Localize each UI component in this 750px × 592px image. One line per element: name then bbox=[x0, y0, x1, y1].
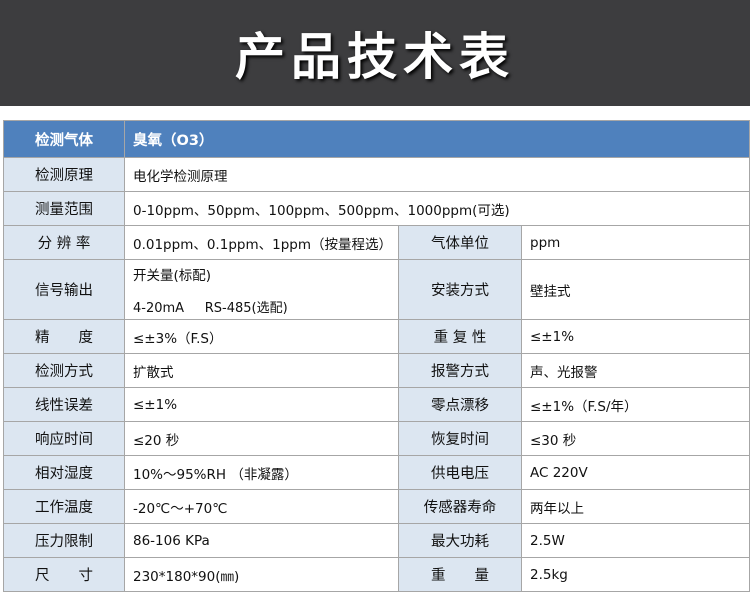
row-label: 检测原理 bbox=[3, 157, 125, 192]
spec-table: 检测气体 臭氧（O3） 检测原理 电化学检测原理 测量范围 0-10ppm、50… bbox=[3, 120, 750, 592]
row-label: 传感器寿命 bbox=[398, 489, 522, 524]
row-label: 压力限制 bbox=[3, 523, 125, 558]
table-row: 检测方式 扩散式 报警方式 声、光报警 bbox=[3, 353, 750, 388]
row-value: ≤±1%（F.S/年） bbox=[520, 387, 750, 422]
row-value: ≤±1% bbox=[520, 319, 750, 354]
table-row: 分 辨 率 0.01ppm、0.1ppm、1ppm（按量程选） 气体单位 ppm bbox=[3, 225, 750, 260]
row-value: 0-10ppm、50ppm、100ppm、500ppm、1000ppm(可选) bbox=[123, 191, 750, 226]
row-value: 10%～95%RH （非凝露） bbox=[124, 455, 399, 490]
table-row: 测量范围 0-10ppm、50ppm、100ppm、500ppm、1000ppm… bbox=[3, 191, 750, 226]
row-value: ≤±1% bbox=[124, 387, 399, 422]
row-value: AC 220V bbox=[520, 455, 750, 490]
signal-line-2: 4-20mA RS-485(选配) bbox=[133, 300, 288, 316]
row-value: 电化学检测原理 bbox=[123, 157, 750, 192]
row-label: 最大功耗 bbox=[398, 523, 522, 558]
title-banner: 产品技术表 bbox=[0, 0, 750, 106]
row-value: ≤20 秒 bbox=[124, 421, 399, 456]
table-row: 线性误差 ≤±1% 零点漂移 ≤±1%（F.S/年） bbox=[3, 387, 750, 422]
table-row: 相对湿度 10%～95%RH （非凝露） 供电电压 AC 220V bbox=[3, 455, 750, 490]
row-label: 安装方式 bbox=[398, 259, 522, 320]
row-label: 气体单位 bbox=[398, 225, 522, 260]
signal-line-1: 开关量(标配) bbox=[133, 267, 212, 284]
row-value: -20℃～+70℃ bbox=[124, 489, 399, 524]
row-label: 检测方式 bbox=[3, 353, 125, 388]
table-row: 信号输出 开关量(标配) 4-20mA RS-485(选配) 安装方式 壁挂式 bbox=[3, 259, 750, 320]
row-label: 零点漂移 bbox=[398, 387, 522, 422]
table-row: 尺 寸 230*180*90(㎜) 重 量 2.5kg bbox=[3, 557, 750, 592]
row-label: 线性误差 bbox=[3, 387, 125, 422]
header-value: 臭氧（O3） bbox=[123, 120, 750, 158]
row-value: 声、光报警 bbox=[520, 353, 750, 388]
table-header-row: 检测气体 臭氧（O3） bbox=[3, 120, 750, 158]
row-label: 相对湿度 bbox=[3, 455, 125, 490]
page-title: 产品技术表 bbox=[235, 28, 515, 86]
row-value: 扩散式 bbox=[124, 353, 399, 388]
table-row: 工作温度 -20℃～+70℃ 传感器寿命 两年以上 bbox=[3, 489, 750, 524]
row-value: 86-106 KPa bbox=[124, 523, 399, 558]
row-label: 恢复时间 bbox=[398, 421, 522, 456]
table-row: 精 度 ≤±3%（F.S）重 复 性 ≤±1% bbox=[3, 319, 750, 354]
row-label: 信号输出 bbox=[3, 259, 125, 320]
row-label: 响应时间 bbox=[3, 421, 125, 456]
row-value: ≤±3%（F.S） bbox=[124, 319, 399, 354]
table-row: 检测原理 电化学检测原理 bbox=[3, 157, 750, 192]
table-row: 响应时间 ≤20 秒恢复时间 ≤30 秒 bbox=[3, 421, 750, 456]
row-value: 开关量(标配) 4-20mA RS-485(选配) bbox=[124, 259, 399, 320]
row-label: 测量范围 bbox=[3, 191, 125, 226]
table-row: 压力限制 86-106 KPa 最大功耗 2.5W bbox=[3, 523, 750, 558]
row-label: 重 量 bbox=[398, 557, 522, 592]
row-label: 精 度 bbox=[3, 319, 125, 354]
row-value: 壁挂式 bbox=[520, 259, 750, 320]
row-label: 供电电压 bbox=[398, 455, 522, 490]
row-label: 工作温度 bbox=[3, 489, 125, 524]
row-value: 0.01ppm、0.1ppm、1ppm（按量程选） bbox=[124, 225, 399, 260]
row-value: 230*180*90(㎜) bbox=[124, 557, 399, 592]
row-value: ppm bbox=[520, 225, 750, 260]
header-label: 检测气体 bbox=[3, 120, 125, 158]
row-value: 两年以上 bbox=[520, 489, 750, 524]
row-value: ≤30 秒 bbox=[520, 421, 750, 456]
row-label: 分 辨 率 bbox=[3, 225, 125, 260]
row-label: 重 复 性 bbox=[398, 319, 522, 354]
row-label: 尺 寸 bbox=[3, 557, 125, 592]
row-value: 2.5kg bbox=[520, 557, 750, 592]
row-label: 报警方式 bbox=[398, 353, 522, 388]
row-value: 2.5W bbox=[520, 523, 750, 558]
